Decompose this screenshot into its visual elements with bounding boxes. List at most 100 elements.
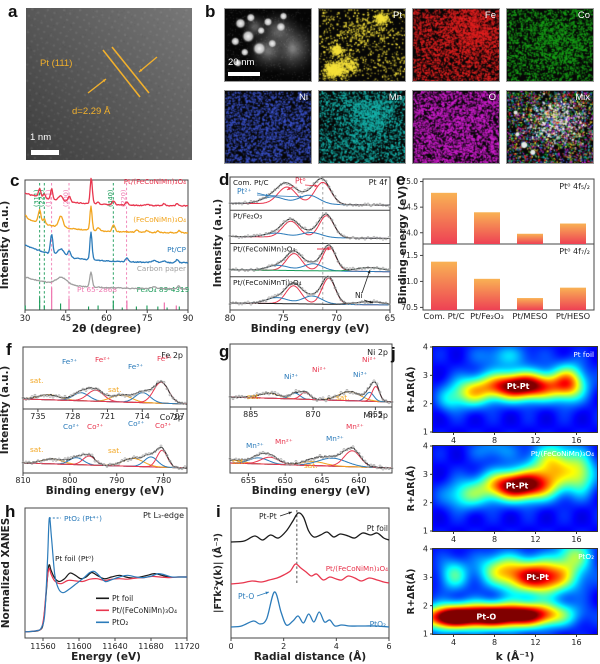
- panel-e-letter: e: [396, 170, 406, 189]
- svg-text:4: 4: [451, 436, 456, 445]
- svg-text:Fe³⁺: Fe³⁺: [128, 362, 143, 371]
- svg-text:Mn²⁺: Mn²⁺: [275, 437, 293, 446]
- wavelet-map-pto2: [433, 549, 597, 634]
- svg-text:1: 1: [423, 630, 428, 639]
- svg-text:sat.: sat.: [232, 457, 245, 466]
- svg-text:R+ΔR(Å): R+ΔR(Å): [406, 569, 417, 615]
- eds-canvas-co: [507, 9, 593, 81]
- svg-text:Pt foil: Pt foil: [112, 594, 133, 603]
- svg-text:sat.: sat.: [30, 445, 43, 454]
- svg-text:3: 3: [423, 573, 428, 582]
- svg-text:Ni²⁺: Ni²⁺: [362, 355, 376, 364]
- svg-text:4: 4: [423, 545, 428, 554]
- svg-text:16: 16: [571, 535, 581, 544]
- svg-text:Co²⁺: Co²⁺: [63, 422, 79, 431]
- svg-text:12: 12: [530, 638, 540, 647]
- svg-text:(111): (111): [45, 190, 53, 207]
- svg-text:4: 4: [451, 535, 456, 544]
- svg-text:16: 16: [571, 436, 581, 445]
- eds-canvas-mix: [507, 91, 593, 163]
- svg-text:Intensity (a.u.): Intensity (a.u.): [0, 366, 11, 455]
- svg-text:11720: 11720: [174, 642, 199, 651]
- svg-text:Binding energy (eV): Binding energy (eV): [397, 186, 409, 305]
- svg-text:(200): (200): [62, 190, 70, 207]
- svg-text:75: 75: [142, 314, 153, 324]
- svg-text:Intensity (a.u.): Intensity (a.u.): [0, 201, 11, 290]
- scalebar-label-b: 20 nm: [228, 57, 255, 68]
- svg-text:12: 12: [530, 436, 540, 445]
- svg-text:PtO₂: PtO₂: [370, 620, 386, 629]
- svg-text:Pt/CP: Pt/CP: [167, 245, 187, 254]
- svg-text:810: 810: [15, 476, 30, 485]
- svg-text:2θ (degree): 2θ (degree): [72, 323, 141, 335]
- panel-f-letter: f: [6, 340, 12, 359]
- svg-text:70.5: 70.5: [401, 303, 418, 312]
- svg-text:Pt 4f: Pt 4f: [369, 178, 388, 187]
- svg-text:885: 885: [243, 410, 258, 419]
- svg-text:650: 650: [278, 476, 293, 485]
- eds-label-ni: Ni: [299, 92, 308, 103]
- svg-text:Ni³⁺: Ni³⁺: [284, 372, 298, 381]
- eds-label-fe: Fe: [484, 10, 496, 21]
- svg-text:Co³⁺: Co³⁺: [87, 422, 103, 431]
- svg-text:Pt/Fe₂O₃: Pt/Fe₂O₃: [470, 311, 504, 321]
- eds-label-o: O: [488, 92, 496, 103]
- svg-text:k (Å⁻¹): k (Å⁻¹): [496, 650, 535, 663]
- svg-text:4: 4: [423, 343, 428, 352]
- svg-text:780: 780: [156, 476, 171, 485]
- eds-canvas-o: [413, 91, 499, 163]
- eds-tile-mix: Mix: [506, 90, 594, 164]
- svg-text:3: 3: [423, 470, 428, 479]
- svg-text:Fe₃O₄ 89-4319: Fe₃O₄ 89-4319: [137, 285, 190, 294]
- lattice-plane-label: Pt (111): [40, 58, 73, 69]
- svg-text:Ni 2p: Ni 2p: [367, 348, 388, 357]
- svg-text:4: 4: [334, 642, 339, 651]
- svg-text:Radial distance (Å): Radial distance (Å): [254, 650, 366, 663]
- eds-label-co: Co: [577, 10, 590, 21]
- eds-label-mix: Mix: [575, 92, 590, 103]
- svg-text:16: 16: [571, 638, 581, 647]
- svg-text:8: 8: [492, 638, 497, 647]
- svg-text:11600: 11600: [66, 642, 91, 651]
- eds-canvas-fe: [413, 9, 499, 81]
- svg-text:Pt 65-2868: Pt 65-2868: [77, 285, 117, 294]
- scalebar-label-a: 1 nm: [30, 132, 52, 143]
- eds-tile-pt: Pt: [318, 8, 406, 82]
- svg-text:sat.: sat.: [336, 393, 349, 402]
- svg-text:Pt/HESO: Pt/HESO: [556, 311, 591, 321]
- panel-g-letter: g: [219, 342, 230, 361]
- svg-text:Fe²⁺: Fe²⁺: [157, 354, 172, 363]
- svg-text:71.0: 71.0: [401, 277, 418, 286]
- svg-text:Ni: Ni: [355, 291, 363, 300]
- svg-text:Mn³⁺: Mn³⁺: [326, 434, 344, 443]
- eds-tile-co: Co: [506, 8, 594, 82]
- svg-text:70: 70: [331, 314, 342, 324]
- svg-text:8: 8: [492, 535, 497, 544]
- panel-a-letter: a: [8, 2, 18, 21]
- svg-text:721: 721: [100, 412, 115, 421]
- svg-text:PtO₂ (Pt⁴⁺): PtO₂ (Pt⁴⁺): [64, 514, 102, 523]
- svg-text:Pt/MESO: Pt/MESO: [512, 311, 548, 321]
- svg-text:11680: 11680: [138, 642, 163, 651]
- svg-text:71.5: 71.5: [401, 251, 418, 260]
- svg-text:sat.: sat.: [108, 385, 121, 394]
- svg-text:Energy (eV): Energy (eV): [71, 651, 141, 663]
- eds-canvas-ni: [225, 91, 311, 163]
- svg-text:Com. Pt/C: Com. Pt/C: [233, 178, 269, 187]
- svg-text:Pt/(FeCoNiMn)₃O₄: Pt/(FeCoNiMn)₃O₄: [233, 245, 295, 254]
- svg-text:2: 2: [281, 642, 286, 651]
- svg-text:Mn 2p: Mn 2p: [363, 411, 388, 420]
- panel-h-letter: h: [5, 502, 16, 521]
- svg-text:Co³⁺: Co³⁺: [155, 421, 171, 430]
- eds-tile-stem: [224, 8, 312, 82]
- svg-text:Carbon paper: Carbon paper: [137, 264, 186, 273]
- svg-text:Pt foil (Pt⁰): Pt foil (Pt⁰): [55, 554, 94, 563]
- svg-text:855: 855: [368, 410, 383, 419]
- svg-text:(440): (440): [106, 190, 114, 207]
- svg-text:Intensity (a.u.): Intensity (a.u.): [212, 199, 224, 288]
- svg-text:Binding energy (eV): Binding energy (eV): [251, 323, 370, 335]
- svg-text:8: 8: [492, 436, 497, 445]
- svg-text:Pt/(FeCoNiMn)₃O₄: Pt/(FeCoNiMn)₃O₄: [112, 606, 177, 615]
- svg-text:Pt/(FeCoNiMnTi)₃O₄: Pt/(FeCoNiMnTi)₃O₄: [233, 278, 302, 287]
